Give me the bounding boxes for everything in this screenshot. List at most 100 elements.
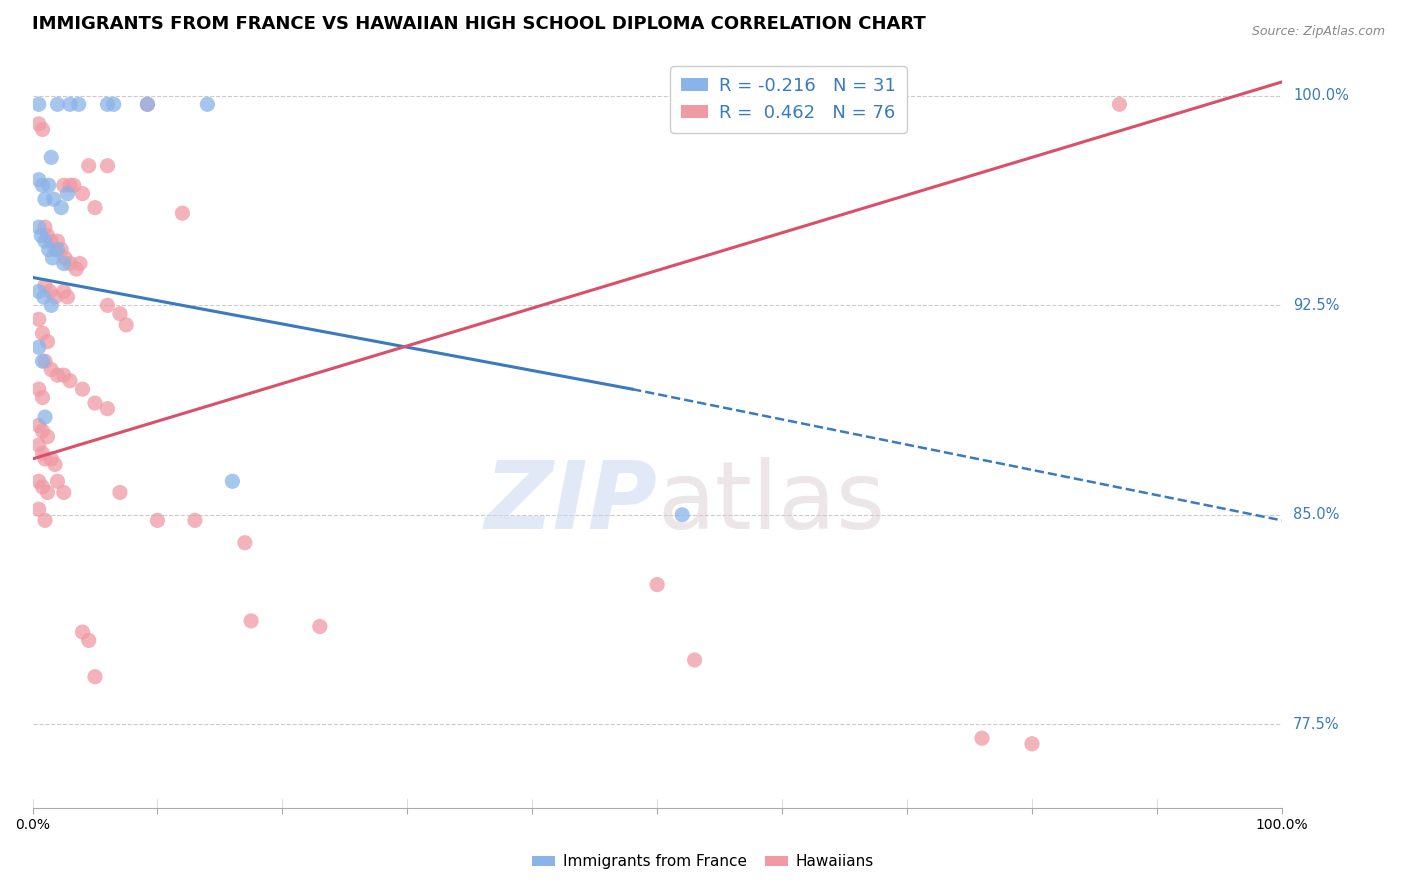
Point	[28, 97, 51, 112]
Point	[34, 234, 56, 248]
Point	[39, 362, 62, 376]
Point	[37, 334, 59, 349]
Point	[42, 192, 65, 206]
Point	[683, 653, 706, 667]
Point	[34, 192, 56, 206]
Point	[28, 502, 51, 516]
Point	[44, 458, 66, 472]
Point	[37, 429, 59, 443]
Point	[115, 318, 138, 332]
Point	[44, 243, 66, 257]
Point	[77, 633, 100, 648]
Point	[96, 97, 118, 112]
Point	[671, 508, 693, 522]
Point	[28, 172, 51, 186]
Point	[28, 382, 51, 396]
Point	[31, 354, 53, 368]
Point	[46, 368, 69, 383]
Point	[308, 619, 330, 633]
Point	[31, 122, 53, 136]
Point	[59, 178, 82, 193]
Point	[34, 513, 56, 527]
Point	[103, 97, 125, 112]
Point	[31, 391, 53, 405]
Point	[59, 374, 82, 388]
Point	[72, 382, 94, 396]
Point	[146, 513, 169, 527]
Point	[240, 614, 263, 628]
Point	[38, 178, 60, 193]
Point	[52, 485, 75, 500]
Point	[39, 285, 62, 299]
Point	[46, 97, 69, 112]
Point	[233, 535, 256, 549]
Point	[30, 228, 52, 243]
Point	[65, 262, 87, 277]
Point	[72, 625, 94, 640]
Point	[28, 220, 51, 235]
Point	[197, 97, 219, 112]
Point	[37, 485, 59, 500]
Point	[34, 220, 56, 235]
Point	[44, 290, 66, 304]
Point	[52, 256, 75, 270]
Point	[96, 159, 118, 173]
Point	[970, 731, 993, 746]
Point	[184, 513, 207, 527]
Point	[31, 480, 53, 494]
Point	[52, 285, 75, 299]
Legend: R = -0.216   N = 31, R =  0.462   N = 76: R = -0.216 N = 31, R = 0.462 N = 76	[671, 66, 907, 133]
Point	[38, 243, 60, 257]
Point	[31, 446, 53, 460]
Text: 92.5%: 92.5%	[1294, 298, 1340, 313]
Text: 85.0%: 85.0%	[1294, 508, 1340, 523]
Point	[46, 234, 69, 248]
Point	[645, 577, 668, 591]
Point	[28, 285, 51, 299]
Legend: Immigrants from France, Hawaiians: Immigrants from France, Hawaiians	[526, 848, 880, 875]
Text: IMMIGRANTS FROM FRANCE VS HAWAIIAN HIGH SCHOOL DIPLOMA CORRELATION CHART: IMMIGRANTS FROM FRANCE VS HAWAIIAN HIGH …	[32, 15, 927, 33]
Point	[31, 326, 53, 341]
Point	[52, 178, 75, 193]
Point	[28, 117, 51, 131]
Point	[1021, 737, 1043, 751]
Point	[41, 251, 63, 265]
Point	[28, 418, 51, 433]
Point	[77, 159, 100, 173]
Point	[72, 186, 94, 201]
Point	[1108, 97, 1130, 112]
Point	[84, 670, 107, 684]
Point	[172, 206, 194, 220]
Text: 100.0%: 100.0%	[1294, 88, 1348, 103]
Point	[34, 354, 56, 368]
Point	[96, 401, 118, 416]
Text: 77.5%: 77.5%	[1294, 716, 1340, 731]
Point	[39, 298, 62, 312]
Point	[53, 251, 76, 265]
Point	[46, 243, 69, 257]
Point	[59, 256, 82, 270]
Point	[52, 368, 75, 383]
Point	[51, 243, 73, 257]
Point	[221, 475, 243, 489]
Point	[34, 278, 56, 293]
Point	[136, 97, 159, 112]
Point	[51, 201, 73, 215]
Point	[32, 290, 55, 304]
Point	[136, 97, 159, 112]
Point	[28, 475, 51, 489]
Text: Source: ZipAtlas.com: Source: ZipAtlas.com	[1251, 25, 1385, 38]
Point	[34, 410, 56, 425]
Point	[108, 307, 131, 321]
Point	[28, 312, 51, 326]
Point	[31, 178, 53, 193]
Point	[39, 452, 62, 467]
Point	[108, 485, 131, 500]
Point	[96, 298, 118, 312]
Point	[62, 178, 84, 193]
Point	[56, 290, 79, 304]
Point	[34, 452, 56, 467]
Point	[39, 234, 62, 248]
Point	[28, 340, 51, 354]
Point	[37, 228, 59, 243]
